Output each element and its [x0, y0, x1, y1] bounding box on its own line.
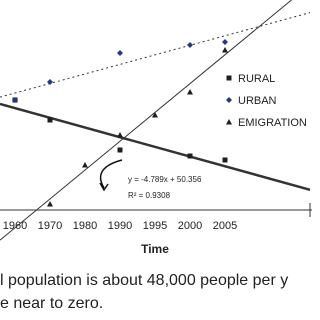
x-tick-label: 2005: [213, 220, 237, 232]
caption-line: e near to zero.: [0, 295, 103, 312]
point: [82, 162, 88, 168]
point: [117, 50, 123, 56]
point: [117, 132, 123, 138]
annotation: R² = 0.9308: [128, 191, 171, 200]
point: [222, 47, 228, 53]
point: [187, 42, 193, 48]
legend-label: RURAL: [238, 73, 275, 85]
annotation: y = -4.789x + 50.356: [128, 175, 202, 184]
legend-label: URBAN: [238, 95, 277, 107]
x-tick-label: 1970: [38, 220, 62, 232]
legend-marker: [226, 119, 232, 125]
x-tick-label: 2000: [178, 220, 202, 232]
annotation-arrowhead: [99, 182, 109, 192]
legend-label: EMIGRATION: [238, 117, 307, 129]
point: [47, 79, 53, 85]
point: [47, 117, 53, 123]
point: [222, 157, 228, 163]
point: [187, 153, 193, 159]
x-tick-label: 1995: [143, 220, 167, 232]
x-axis-title: Time: [141, 242, 169, 256]
point: [187, 89, 193, 95]
x-tick-label: 1990: [108, 220, 132, 232]
point: [222, 39, 228, 45]
annotation-arrow: [99, 159, 123, 189]
x-tick-label: 1980: [73, 220, 97, 232]
point: [12, 97, 18, 103]
trend-line: [0, 12, 311, 98]
point: [117, 147, 123, 153]
point: [152, 112, 158, 118]
legend-marker: [226, 75, 232, 81]
point: [47, 201, 53, 207]
legend-marker: [226, 97, 232, 103]
x-tick-label: 1960: [3, 220, 27, 232]
caption-line: l population is about 48,000 people per …: [0, 272, 288, 289]
